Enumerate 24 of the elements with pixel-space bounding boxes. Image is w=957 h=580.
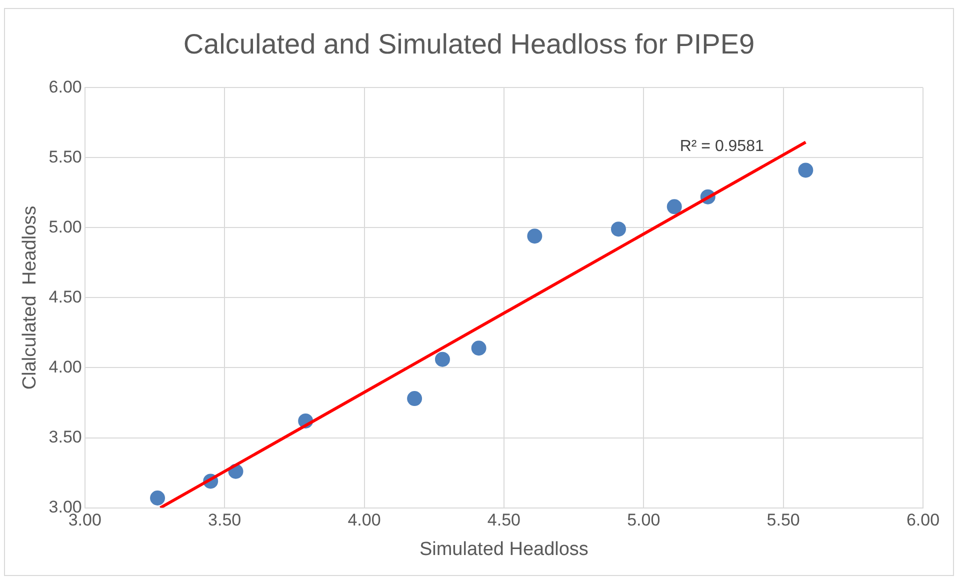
y-tick-label: 4.00 <box>48 357 82 376</box>
x-tick-label: 3.50 <box>208 510 242 530</box>
y-tick-label: 3.50 <box>48 427 82 446</box>
point <box>434 352 450 367</box>
point <box>150 490 166 506</box>
y-axis-title: Clalculated Headloss <box>20 206 41 390</box>
point <box>527 228 542 244</box>
point <box>798 162 814 178</box>
x-tick-label: 5.00 <box>627 510 660 530</box>
point <box>407 391 422 406</box>
x-tick-label: 6.00 <box>906 510 940 530</box>
x-axis-title: Simulated Headloss <box>419 538 588 560</box>
point <box>471 340 486 356</box>
y-tick-label: 4.50 <box>48 287 82 306</box>
chart-title: Calculated and Simulated Headloss for PIPE9 <box>183 28 755 60</box>
y-tick-label: 6.00 <box>48 77 82 96</box>
x-tick-label: 4.50 <box>487 510 520 530</box>
point <box>666 199 682 214</box>
annotation: R² = 0.9581 <box>680 138 764 155</box>
y-tick-label: 5.50 <box>48 147 82 166</box>
x-tick-label: 4.00 <box>348 510 381 530</box>
x-tick-label: 5.50 <box>766 510 800 530</box>
point <box>610 222 626 237</box>
y-tick-label: 5.00 <box>48 217 82 236</box>
